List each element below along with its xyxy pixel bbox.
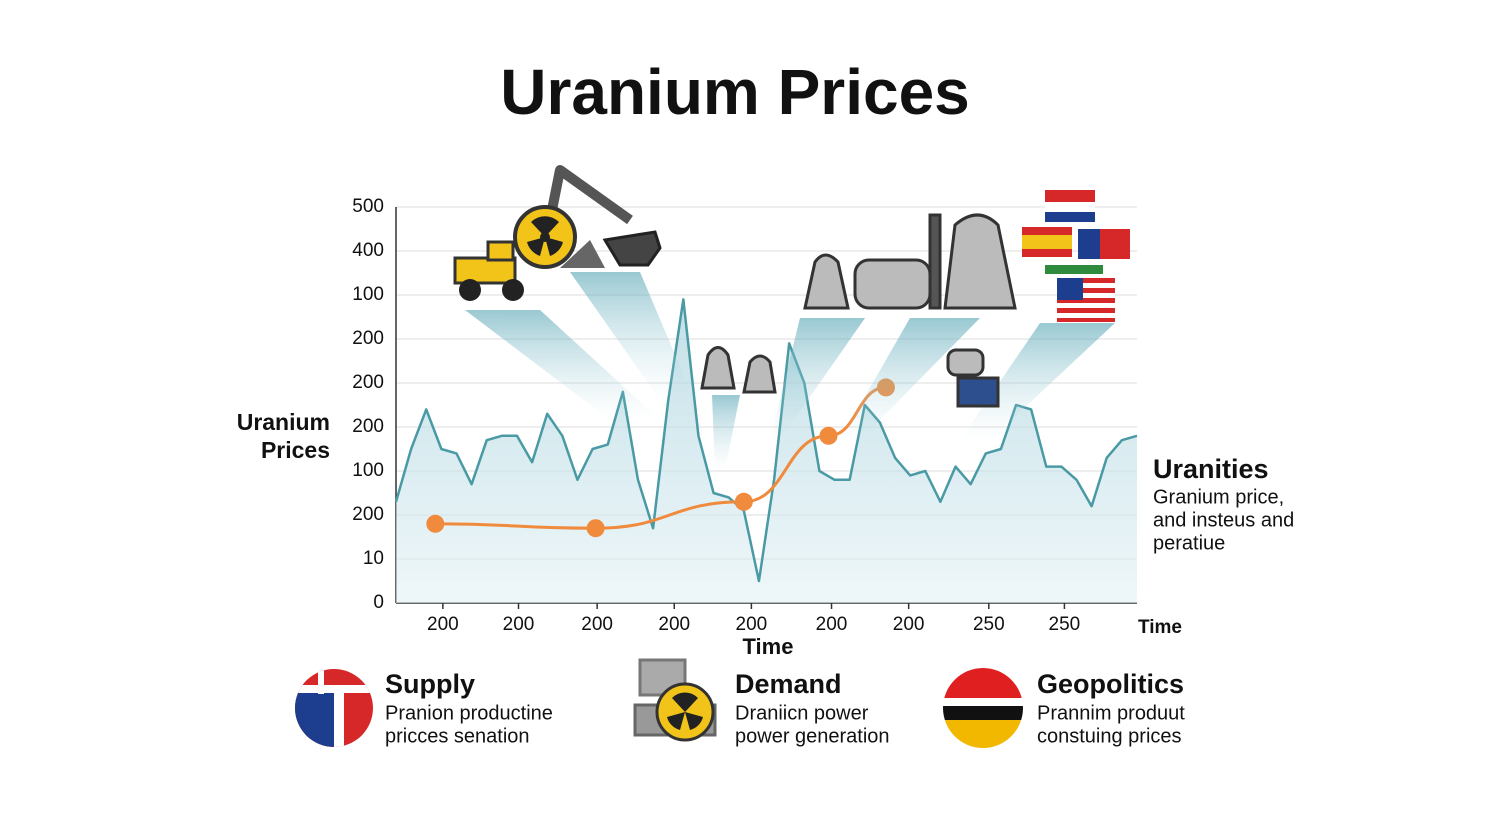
x-tick-label: 200 (503, 614, 535, 635)
x-tick-label: 200 (427, 614, 459, 635)
y-axis-title: Uranium Prices (236, 409, 330, 463)
factor-line: Draniicn power (735, 702, 869, 724)
mining-icons (453, 165, 662, 301)
factor-line: power generation (735, 725, 890, 747)
marker (426, 514, 445, 533)
y-tick-label: 100 (352, 460, 384, 481)
x-axis-title: Time (1138, 617, 1182, 638)
factor-title: Geopolitics (1037, 669, 1184, 699)
factor-line: pricces senation (385, 725, 530, 747)
beams (465, 272, 1115, 470)
marker (734, 492, 753, 511)
factor-line: Prannim produut (1037, 702, 1185, 724)
side-note-title: Uranities (1153, 454, 1269, 484)
beam (840, 318, 980, 440)
side-note-line: Granium price, (1153, 486, 1284, 508)
side-note-line: and insteus and (1153, 509, 1294, 531)
x-tick-label: 200 (736, 614, 768, 635)
y-tick-label: 10 (363, 548, 384, 569)
y-tick-label: 200 (352, 416, 384, 437)
y-tick-label: 100 (352, 284, 384, 305)
x-tick-label: 200 (658, 614, 690, 635)
x-tick-label: 200 (893, 614, 925, 635)
plot-area: 0 10 200 100 200 200 200 100 400 500 200 200 200 200 2… (352, 196, 1138, 635)
flags (1022, 190, 1130, 322)
beam (770, 318, 865, 440)
x-tick-label: 200 (581, 614, 613, 635)
y-tick-label: 500 (352, 196, 384, 217)
factor-icons (295, 658, 1023, 748)
beam (570, 272, 690, 400)
y-tick-label: 0 (373, 592, 384, 613)
y-tick-label: 400 (352, 240, 384, 261)
marker (819, 426, 838, 445)
x-tick-label: 200 (816, 614, 848, 635)
y-tick-label: 200 (352, 504, 384, 525)
beam (465, 310, 660, 420)
x-tick-label: 250 (973, 614, 1005, 635)
x-axis-title: Time (743, 634, 794, 659)
factor-title: Demand (735, 669, 842, 699)
factor-line: Pranion productine (385, 702, 553, 724)
plant-icons (700, 213, 1017, 408)
x-tick-label: 250 (1049, 614, 1081, 635)
beam (960, 323, 1115, 440)
marker (586, 519, 605, 538)
y-tick-label: 200 (352, 372, 384, 393)
factor-title: Supply (385, 669, 475, 699)
chart-title: Uranium Prices (500, 56, 970, 128)
beam (712, 395, 740, 470)
y-tick-label: 200 (352, 328, 384, 349)
side-note-line: peratiue (1153, 532, 1225, 554)
factor-line: constuing prices (1037, 725, 1182, 747)
